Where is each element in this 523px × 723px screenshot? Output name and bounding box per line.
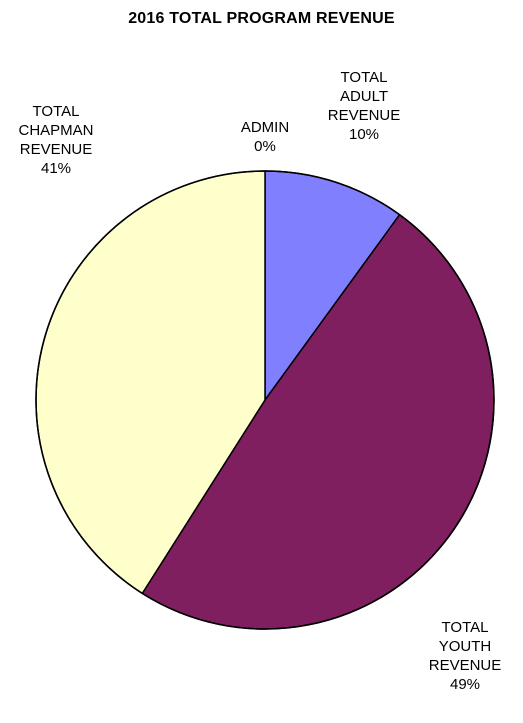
data-label-admin: ADMIN 0%	[241, 119, 289, 155]
data-label-total-chapman-revenue: TOTAL CHAPMAN REVENUE 41%	[18, 103, 93, 177]
data-label-total-youth-revenue: TOTAL YOUTH REVENUE 49%	[429, 619, 502, 693]
chart-title: 2016 TOTAL PROGRAM REVENUE	[128, 10, 395, 27]
data-label-total-adult-revenue: TOTAL ADULT REVENUE 10%	[328, 69, 401, 143]
pie-outline	[35, 170, 495, 630]
